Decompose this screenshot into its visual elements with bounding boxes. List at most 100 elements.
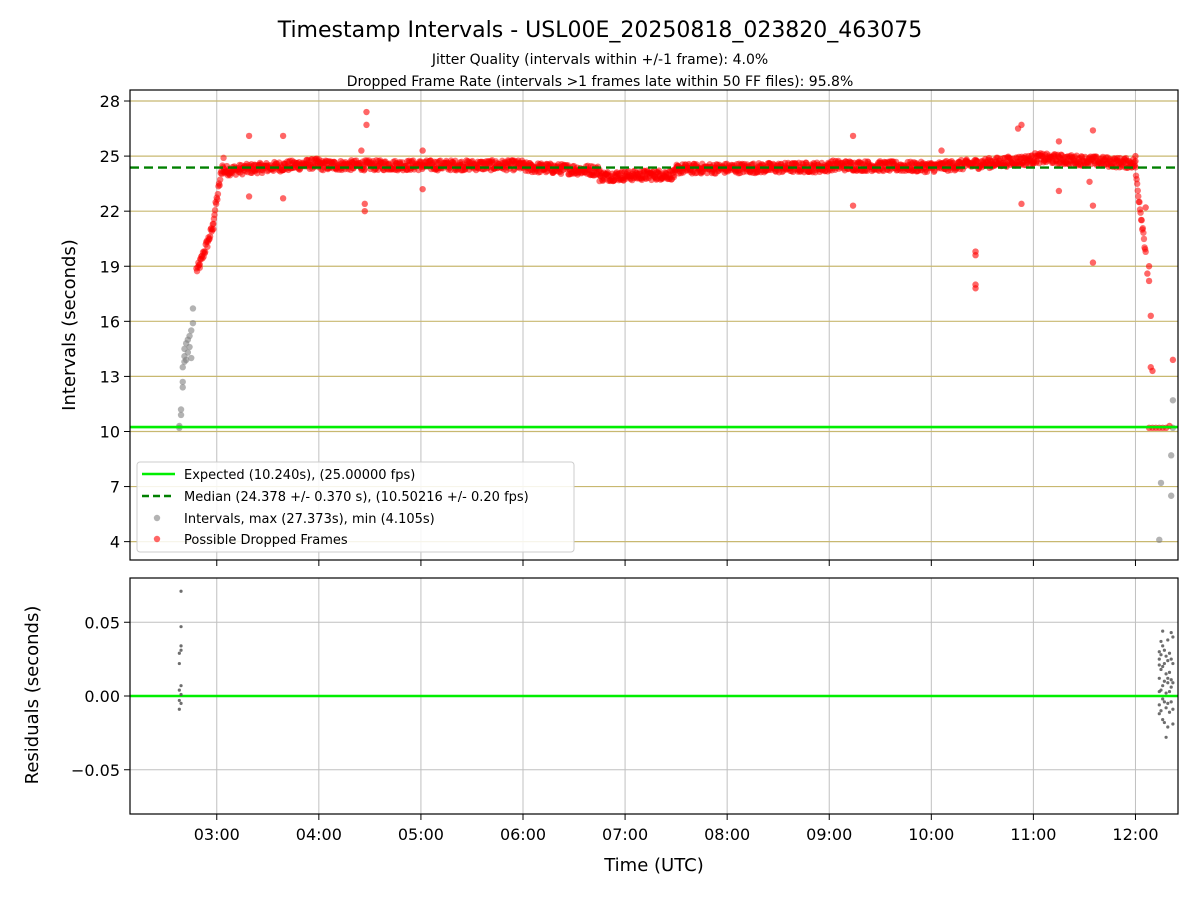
- residual-point: [1159, 653, 1163, 657]
- dropped-frame-point: [363, 121, 370, 129]
- residual-point: [1164, 735, 1168, 739]
- interval-point: [184, 349, 192, 356]
- residual-point: [1157, 712, 1161, 716]
- residual-point: [1171, 661, 1175, 666]
- residual-point: [1161, 684, 1165, 688]
- subtitle-jitter-quality: Jitter Quality (intervals within +/-1 fr…: [431, 52, 768, 68]
- residual-point: [1157, 703, 1161, 707]
- interval-point: [182, 356, 190, 364]
- dropped-frame-point: [1140, 229, 1147, 236]
- residual-point: [1161, 644, 1165, 648]
- bottom-y-axis-label: Residuals (seconds): [22, 606, 43, 785]
- residual-point: [179, 684, 183, 688]
- residual-point: [179, 701, 183, 705]
- top-y-tick-label: 13: [100, 367, 120, 386]
- chart-title: Timestamp Intervals - USL00E_20250818_02…: [277, 18, 923, 43]
- residual-point: [1164, 691, 1168, 695]
- interval-point: [179, 384, 186, 391]
- bottom-y-tick-label: −0.05: [71, 761, 120, 780]
- residual-point: [1161, 697, 1165, 701]
- dropped-frame-point: [1018, 200, 1025, 208]
- dropped-frame-point: [1142, 204, 1149, 211]
- interval-point: [177, 406, 185, 413]
- top-y-tick-label: 28: [100, 92, 120, 111]
- residual-point: [179, 644, 183, 648]
- dropped-frame-point: [279, 132, 287, 140]
- dropped-frame-point: [196, 264, 203, 271]
- residual-point: [1161, 718, 1165, 722]
- dropped-frame-point: [361, 207, 368, 215]
- dropped-frame-point: [1169, 356, 1177, 364]
- interval-point: [1167, 452, 1175, 459]
- bottom-y-tick-label: 0.00: [84, 687, 120, 706]
- dropped-frame-point: [1086, 178, 1093, 185]
- dropped-frame-point: [214, 196, 221, 203]
- residual-point: [1157, 676, 1161, 680]
- residual-point: [1157, 657, 1161, 661]
- dropped-frame-point: [210, 225, 217, 233]
- residual-point: [1171, 681, 1175, 685]
- x-tick-label: 12:00: [1112, 825, 1158, 844]
- top-y-tick-label: 19: [100, 257, 120, 276]
- dropped-frame-point: [361, 200, 368, 208]
- dropped-frame-point: [1136, 198, 1143, 206]
- residual-point: [1161, 629, 1165, 633]
- dropped-frame-point: [849, 202, 857, 209]
- dropped-frame-point: [1132, 157, 1139, 165]
- dropped-frame-point: [670, 173, 678, 181]
- residual-point: [1162, 679, 1166, 683]
- dropped-frame-point: [245, 193, 253, 200]
- dropped-frame-point: [1055, 187, 1063, 195]
- dropped-frame-point: [1132, 164, 1139, 171]
- residual-point: [1167, 651, 1172, 655]
- dropped-frame-point: [1089, 202, 1097, 209]
- dropped-frame-point: [361, 166, 368, 173]
- dropped-frame-point: [1140, 235, 1148, 243]
- dropped-frame-point: [216, 176, 224, 183]
- dropped-frame-point: [1137, 209, 1144, 216]
- residual-point: [1166, 701, 1170, 705]
- residual-point: [1171, 635, 1175, 639]
- x-tick-label: 08:00: [704, 825, 750, 844]
- interval-point: [179, 364, 186, 371]
- residual-point: [1159, 688, 1163, 692]
- residual-point: [1166, 659, 1170, 663]
- legend-box: [136, 461, 575, 553]
- residual-point: [1166, 676, 1170, 680]
- residual-point: [1166, 681, 1170, 685]
- residual-point: [177, 698, 181, 703]
- dropped-frame-point: [1134, 187, 1141, 194]
- dropped-frame-point: [1135, 193, 1142, 200]
- residual-point: [1157, 663, 1161, 667]
- interval-point: [189, 319, 197, 327]
- dropped-frame-point: [211, 207, 219, 214]
- dropped-frame-point: [206, 233, 214, 240]
- legend-entry: Intervals, max (27.373s), min (4.105s): [184, 512, 435, 527]
- interval-point: [188, 327, 195, 334]
- dropped-frame-point: [1055, 138, 1063, 145]
- residual-point: [1159, 667, 1163, 672]
- top-y-tick-label: 10: [100, 422, 120, 441]
- residual-point: [179, 648, 183, 652]
- residual-point: [177, 707, 181, 711]
- residual-point: [1162, 661, 1166, 666]
- x-tick-label: 07:00: [602, 825, 648, 844]
- legend-intervals-swatch: [153, 514, 161, 522]
- interval-point: [186, 343, 193, 351]
- residual-point: [1164, 706, 1168, 710]
- residual-point: [1169, 630, 1173, 635]
- dropped-frame-point: [245, 132, 253, 140]
- dropped-frame-point: [419, 185, 426, 193]
- interval-point: [189, 305, 197, 312]
- dropped-frame-point: [419, 147, 426, 154]
- dropped-frame-point: [1149, 367, 1156, 375]
- interval-point: [179, 378, 186, 386]
- dropped-frame-point: [210, 220, 217, 228]
- residual-point: [1164, 654, 1168, 658]
- dropped-frame-point: [938, 147, 945, 154]
- top-y-tick-label: 16: [100, 312, 120, 331]
- dropped-frame-point: [1145, 263, 1153, 270]
- dropped-frame-point: [211, 211, 218, 219]
- residual-point: [1169, 700, 1173, 704]
- dropped-frame-point: [214, 190, 222, 198]
